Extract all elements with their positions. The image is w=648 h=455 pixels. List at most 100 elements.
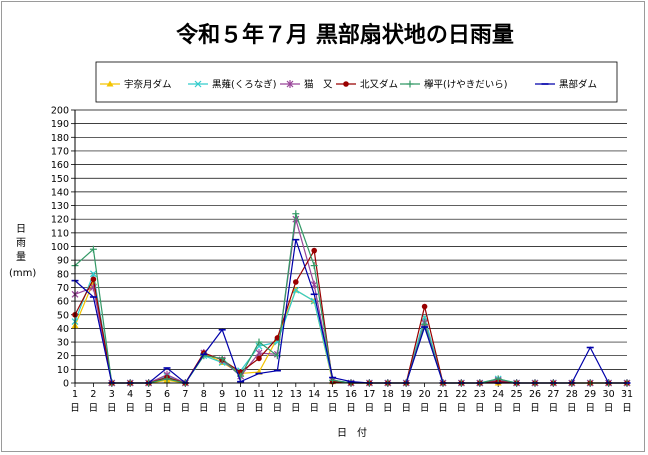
x-tick-suffix-17: 日 [365, 403, 375, 414]
legend-label-1: 黒薙(くろなぎ) [212, 79, 276, 91]
series-3-point-11 [256, 355, 262, 362]
x-tick-suffix-23: 日 [475, 403, 485, 414]
x-tick-suffix-30: 日 [604, 403, 614, 414]
x-tick-suffix-21: 日 [438, 403, 448, 414]
x-tick-label-4: 4 [127, 389, 133, 400]
y-tick-label-170: 170 [51, 146, 69, 157]
x-tick-suffix-24: 日 [493, 403, 503, 414]
x-tick-label-16: 16 [345, 389, 357, 400]
x-tick-label-9: 9 [219, 389, 225, 400]
x-tick-label-22: 22 [455, 389, 467, 400]
x-axis-label: 日 付 [337, 426, 367, 439]
x-tick-label-21: 21 [437, 389, 449, 400]
y-tick-label-100: 100 [51, 242, 69, 253]
x-tick-label-3: 3 [109, 389, 115, 400]
legend-label-5: 黒部ダム [559, 79, 597, 91]
legend-label-2: 猫 又 [304, 79, 333, 91]
legend-label-3: 北又ダム [360, 79, 398, 91]
x-tick-label-14: 14 [308, 389, 320, 400]
y-tick-label-140: 140 [51, 187, 69, 198]
x-tick-label-1: 1 [72, 389, 78, 400]
x-tick-suffix-13: 日 [291, 403, 301, 414]
x-tick-suffix-29: 日 [585, 403, 595, 414]
series-4-point-24 [494, 375, 502, 383]
x-tick-suffix-12: 日 [273, 403, 283, 414]
y-tick-label-20: 20 [57, 351, 69, 362]
y-tick-label-200: 200 [51, 106, 69, 117]
series-4-point-14 [310, 262, 318, 270]
y-tick-label-30: 30 [57, 338, 69, 349]
x-tick-suffix-10: 日 [236, 403, 246, 414]
x-tick-suffix-14: 日 [309, 403, 319, 414]
x-tick-suffix-4: 日 [125, 403, 135, 414]
x-tick-label-11: 11 [253, 389, 265, 400]
y-tick-label-120: 120 [51, 215, 69, 226]
x-tick-suffix-19: 日 [401, 403, 411, 414]
x-tick-label-24: 24 [492, 389, 504, 400]
y-tick-label-110: 110 [51, 228, 69, 239]
x-tick-label-10: 10 [235, 389, 247, 400]
y-tick-label-10: 10 [57, 365, 69, 376]
y-tick-label-190: 190 [51, 119, 69, 130]
x-tick-suffix-22: 日 [457, 403, 467, 414]
y-axis-unit: (mm) [9, 268, 36, 279]
x-tick-label-13: 13 [290, 389, 302, 400]
x-tick-label-8: 8 [201, 389, 207, 400]
y-tick-label-160: 160 [51, 160, 69, 171]
x-tick-label-12: 12 [271, 389, 283, 400]
x-tick-suffix-9: 日 [217, 403, 227, 414]
y-axis-label-1: 日 [16, 224, 26, 235]
x-tick-label-29: 29 [584, 389, 596, 400]
legend-label-4: 欅平(けやきだいら) [424, 80, 507, 91]
series-3-point-2 [90, 276, 97, 283]
x-tick-suffix-5: 日 [144, 403, 154, 414]
x-tick-suffix-7: 日 [181, 403, 191, 414]
x-tick-suffix-28: 日 [567, 403, 577, 414]
x-tick-suffix-11: 日 [254, 403, 264, 414]
y-tick-label-0: 0 [63, 379, 69, 390]
series-3-point-14 [311, 247, 318, 254]
series-4-point-9 [218, 354, 226, 362]
x-tick-label-31: 31 [621, 389, 633, 400]
x-tick-suffix-15: 日 [328, 403, 338, 414]
y-tick-label-150: 150 [51, 174, 69, 185]
y-axis-ticks: 0 10 20 30 40 50 60 70 80 90 100 110 120 130 140 150 160… [51, 106, 75, 390]
y-tick-label-50: 50 [57, 310, 69, 321]
x-tick-suffix-8: 日 [199, 403, 209, 414]
legend-marker-2 [286, 80, 294, 88]
series-4-point-13 [292, 210, 300, 218]
x-tick-suffix-16: 日 [346, 403, 356, 414]
series-1-point-2 [89, 270, 97, 278]
x-tick-suffix-26: 日 [530, 403, 540, 414]
series-4-point-11 [255, 338, 263, 346]
series-3-point-20 [421, 303, 428, 310]
legend-marker-1 [194, 80, 202, 88]
x-tick-suffix-27: 日 [549, 403, 559, 414]
legend-marker-0 [106, 80, 114, 87]
x-tick-label-28: 28 [566, 389, 578, 400]
y-tick-label-80: 80 [57, 269, 69, 280]
y-tick-label-130: 130 [51, 201, 69, 212]
x-tick-label-23: 23 [474, 389, 486, 400]
y-tick-label-180: 180 [51, 133, 69, 144]
y-tick-label-60: 60 [57, 297, 69, 308]
x-axis-ticks: 1日2日3日4日5日6日7日8日9日10日11日12日13日14日15日16日1… [70, 383, 633, 414]
y-tick-label-70: 70 [57, 283, 69, 294]
x-tick-label-15: 15 [327, 389, 339, 400]
x-tick-label-2: 2 [90, 389, 96, 400]
series-4-point-2 [89, 245, 97, 253]
y-axis-label-2: 雨 [16, 238, 26, 249]
x-tick-suffix-25: 日 [512, 403, 522, 414]
x-tick-label-7: 7 [182, 389, 188, 400]
legend-box [95, 61, 618, 103]
x-tick-label-5: 5 [146, 389, 152, 400]
chart-title: 令和５年７月 黒部扇状地の日雨量 [176, 22, 514, 48]
x-tick-suffix-1: 日 [70, 403, 80, 414]
x-tick-label-6: 6 [164, 389, 170, 400]
series-3-point-12 [274, 335, 281, 341]
x-tick-label-25: 25 [511, 389, 523, 400]
x-tick-label-17: 17 [363, 389, 375, 400]
legend-marker-3 [343, 81, 349, 87]
y-tick-label-90: 90 [57, 256, 69, 267]
legend: 宇奈月ダム 黒薙(くろなぎ) 猫 又 北又ダム 欅平(けやきだいら) 黒部ダム [100, 79, 597, 91]
